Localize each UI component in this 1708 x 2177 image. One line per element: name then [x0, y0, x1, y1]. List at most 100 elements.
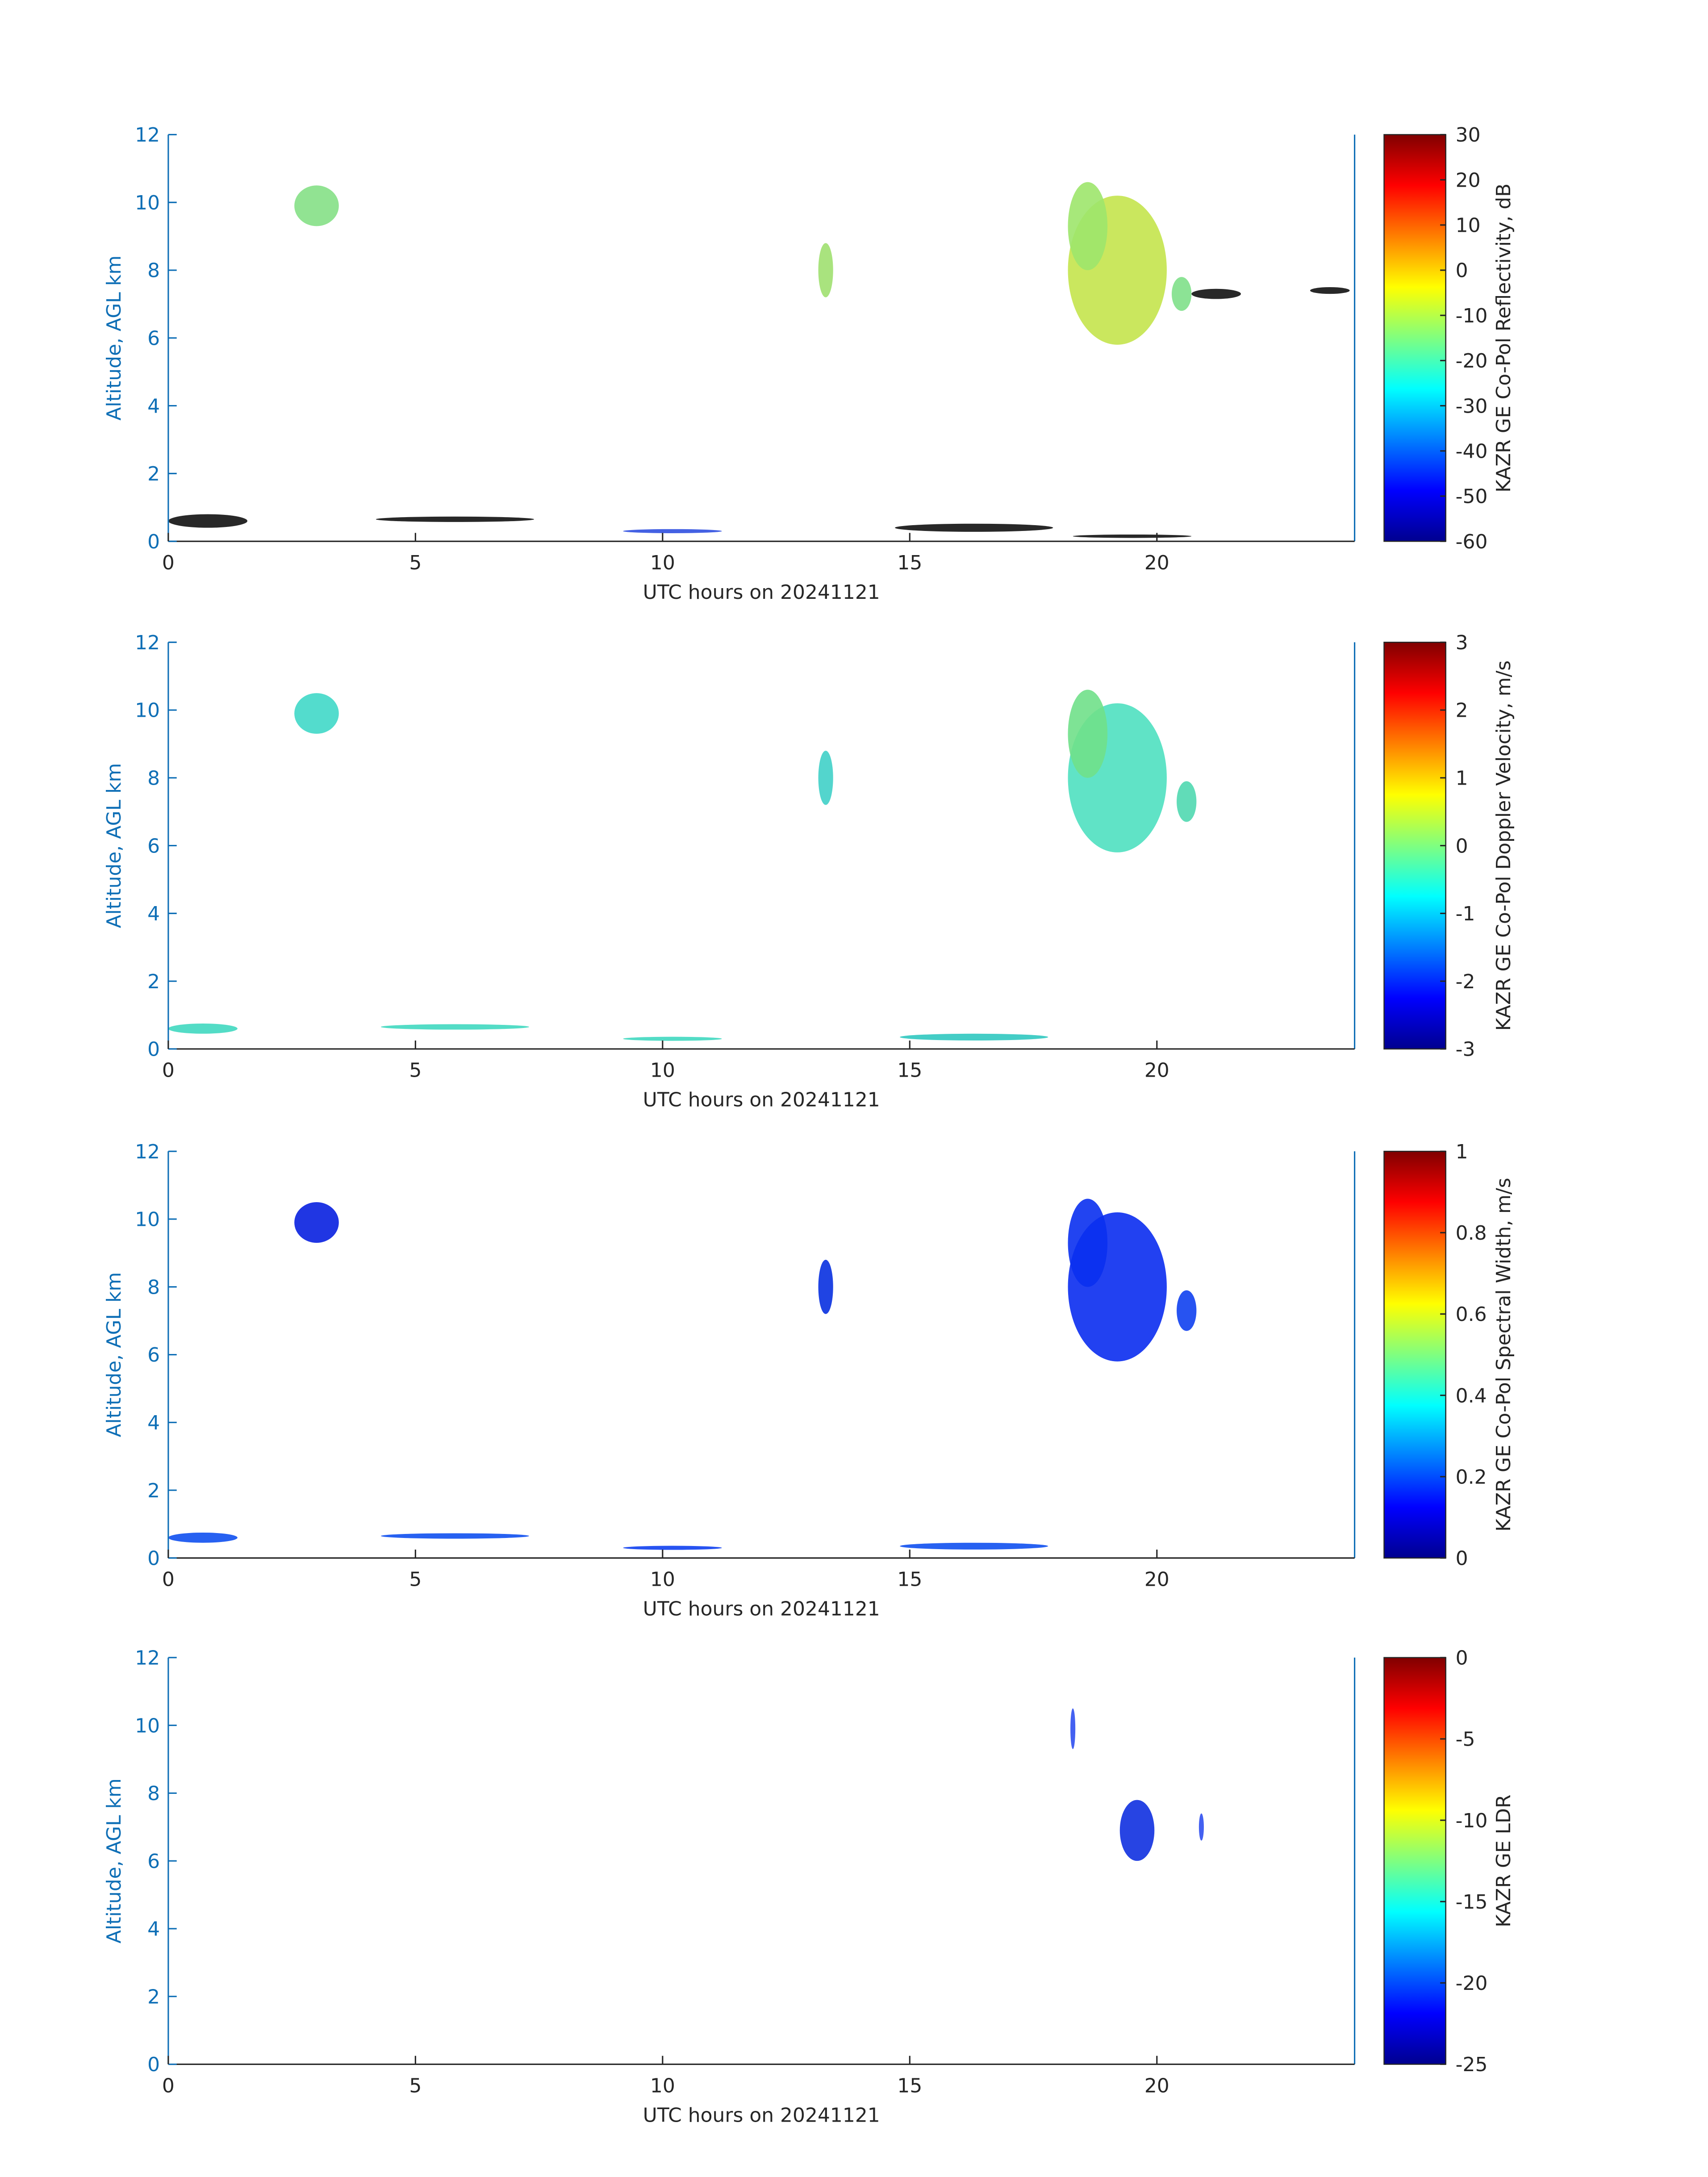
- y-tick-label: 4: [147, 903, 160, 925]
- x-tick-label: 0: [162, 1059, 175, 1082]
- y-tick-label: 6: [147, 835, 160, 857]
- colorbar-tick-label: -50: [1456, 485, 1488, 508]
- x-tick-label: 0: [162, 2074, 175, 2097]
- y-tick-label: 8: [147, 1782, 160, 1805]
- echo: [1119, 1800, 1155, 1861]
- echo: [380, 1024, 529, 1030]
- colorbar-tick-label: 0: [1456, 835, 1468, 857]
- colorbar-tick-label: 0: [1456, 259, 1468, 282]
- echo: [1310, 287, 1350, 294]
- colorbar-tick-label: 20: [1456, 169, 1481, 192]
- x-tick-label: 10: [650, 1568, 675, 1591]
- y-tick-label: 0: [147, 531, 160, 553]
- y-tick-label: 12: [135, 124, 160, 146]
- colorbar-tick-label: 3: [1456, 631, 1468, 654]
- y-tick-label: 10: [135, 1714, 160, 1737]
- echo: [1068, 689, 1108, 778]
- colorbar-tick-label: -20: [1456, 1972, 1488, 1995]
- y-tick-label: 2: [147, 463, 160, 485]
- y-tick-label: 10: [135, 192, 160, 214]
- y-tick-label: 4: [147, 395, 160, 418]
- x-tick-label: 5: [409, 552, 422, 574]
- colorbar: [1383, 1657, 1446, 2065]
- x-axis-label: UTC hours on 20241121: [643, 2104, 880, 2127]
- y-tick-label: 10: [135, 1208, 160, 1231]
- colorbar-tick-label: 0.6: [1456, 1303, 1487, 1326]
- echo: [1177, 1290, 1197, 1331]
- colorbar-tick-label: 10: [1456, 214, 1481, 237]
- echo: [818, 751, 833, 805]
- echo: [294, 185, 339, 226]
- colorbar-tick-label: 2: [1456, 699, 1468, 722]
- echo: [818, 1260, 833, 1314]
- colorbar-tick-label: 0.8: [1456, 1222, 1487, 1245]
- colorbar-tick-label: -10: [1456, 305, 1488, 327]
- x-axis-label: UTC hours on 20241121: [643, 581, 880, 604]
- echo: [818, 243, 833, 297]
- colorbar-tick-label: 0.4: [1456, 1384, 1487, 1407]
- y-tick-label: 6: [147, 1344, 160, 1366]
- echo: [900, 1033, 1048, 1040]
- y-tick-label: 4: [147, 1412, 160, 1434]
- x-axis-label: UTC hours on 20241121: [643, 1089, 880, 1111]
- colorbar-tick-label: -5: [1456, 1728, 1475, 1751]
- echo: [895, 523, 1053, 532]
- x-tick-label: 10: [650, 552, 675, 574]
- colorbar-tick-label: -30: [1456, 395, 1488, 418]
- colorbar-tick-label: 0: [1456, 1647, 1468, 1670]
- x-tick-label: 5: [409, 1568, 422, 1591]
- y-axis-label: Altitude, AGL km: [103, 1272, 125, 1437]
- y-tick-label: 2: [147, 1479, 160, 1502]
- colorbar-label: KAZR GE Co-Pol Reflectivity, dB: [1492, 184, 1515, 493]
- x-tick-label: 15: [897, 1059, 922, 1082]
- colorbar-tick-label: -2: [1456, 970, 1475, 993]
- colorbar-tick-label: 0.2: [1456, 1466, 1487, 1488]
- echo: [1068, 1199, 1108, 1287]
- y-tick-label: 8: [147, 767, 160, 790]
- y-tick-label: 0: [147, 1547, 160, 1570]
- y-tick-label: 6: [147, 1850, 160, 1873]
- x-tick-label: 10: [650, 1059, 675, 1082]
- y-axis-label: Altitude, AGL km: [103, 763, 125, 928]
- colorbar-tick-label: -10: [1456, 1809, 1488, 1832]
- y-tick-label: 4: [147, 1918, 160, 1941]
- colorbar-label: KAZR GE Co-Pol Doppler Velocity, m/s: [1492, 660, 1515, 1031]
- y-tick-label: 12: [135, 1141, 160, 1163]
- echo: [900, 1542, 1048, 1550]
- x-tick-label: 20: [1144, 1568, 1169, 1591]
- x-tick-label: 5: [409, 2074, 422, 2097]
- colorbar-tick-label: -25: [1456, 2053, 1488, 2076]
- colorbar-label: KAZR GE Co-Pol Spectral Width, m/s: [1492, 1178, 1515, 1531]
- echo: [294, 1202, 339, 1243]
- y-tick-label: 6: [147, 327, 160, 350]
- echo: [623, 529, 722, 533]
- echo: [168, 1024, 238, 1034]
- echo: [1177, 781, 1197, 822]
- y-tick-label: 2: [147, 970, 160, 993]
- x-tick-label: 10: [650, 2074, 675, 2097]
- echo: [380, 1533, 529, 1539]
- echo: [168, 514, 248, 528]
- echo: [623, 1036, 722, 1041]
- colorbar-tick-label: -3: [1456, 1038, 1475, 1061]
- colorbar-tick-label: 0: [1456, 1547, 1468, 1570]
- colorbar-tick-label: 30: [1456, 124, 1481, 146]
- y-axis-label: Altitude, AGL km: [103, 1778, 125, 1943]
- x-tick-label: 0: [162, 552, 175, 574]
- y-tick-label: 10: [135, 699, 160, 722]
- colorbar-tick-label: -15: [1456, 1891, 1488, 1914]
- echo: [1070, 1708, 1076, 1749]
- y-tick-label: 0: [147, 1038, 160, 1061]
- y-tick-label: 0: [147, 2053, 160, 2076]
- colorbar-label: KAZR GE LDR: [1492, 1794, 1515, 1927]
- colorbar-tick-label: 1: [1456, 767, 1468, 790]
- echo: [168, 1532, 238, 1543]
- y-tick-label: 12: [135, 1647, 160, 1670]
- y-tick-label: 2: [147, 1985, 160, 2008]
- y-tick-label: 8: [147, 259, 160, 282]
- x-tick-label: 0: [162, 1568, 175, 1591]
